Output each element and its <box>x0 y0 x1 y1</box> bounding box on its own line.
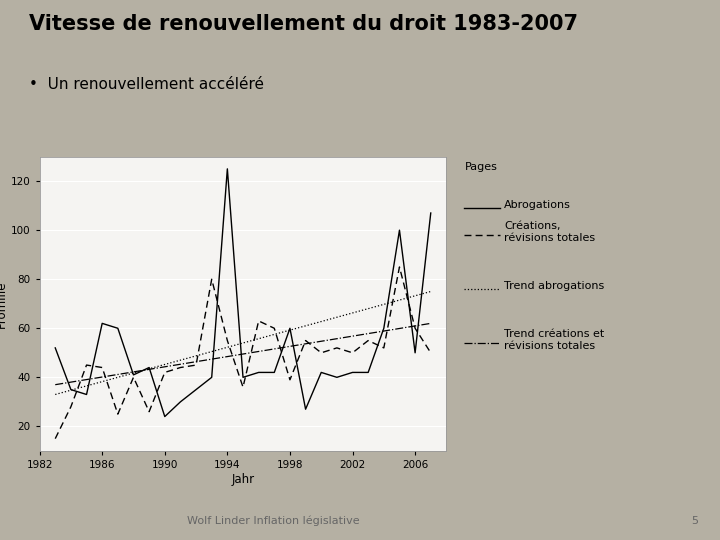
Text: Wolf Linder Inflation législative: Wolf Linder Inflation législative <box>187 516 360 526</box>
Text: Vitesse de renouvellement du droit 1983-2007: Vitesse de renouvellement du droit 1983-… <box>29 14 577 33</box>
Text: Créations,
révisions totales: Créations, révisions totales <box>504 221 595 243</box>
Text: Trend abrogations: Trend abrogations <box>504 281 604 291</box>
X-axis label: Jahr: Jahr <box>231 472 255 485</box>
Text: Pages: Pages <box>464 162 498 172</box>
Text: Abrogations: Abrogations <box>504 200 571 210</box>
Text: 5: 5 <box>691 516 698 526</box>
Text: Trend créations et
révisions totales: Trend créations et révisions totales <box>504 329 604 351</box>
Text: •  Un renouvellement accéléré: • Un renouvellement accéléré <box>29 77 264 92</box>
Y-axis label: Promille: Promille <box>0 280 8 327</box>
